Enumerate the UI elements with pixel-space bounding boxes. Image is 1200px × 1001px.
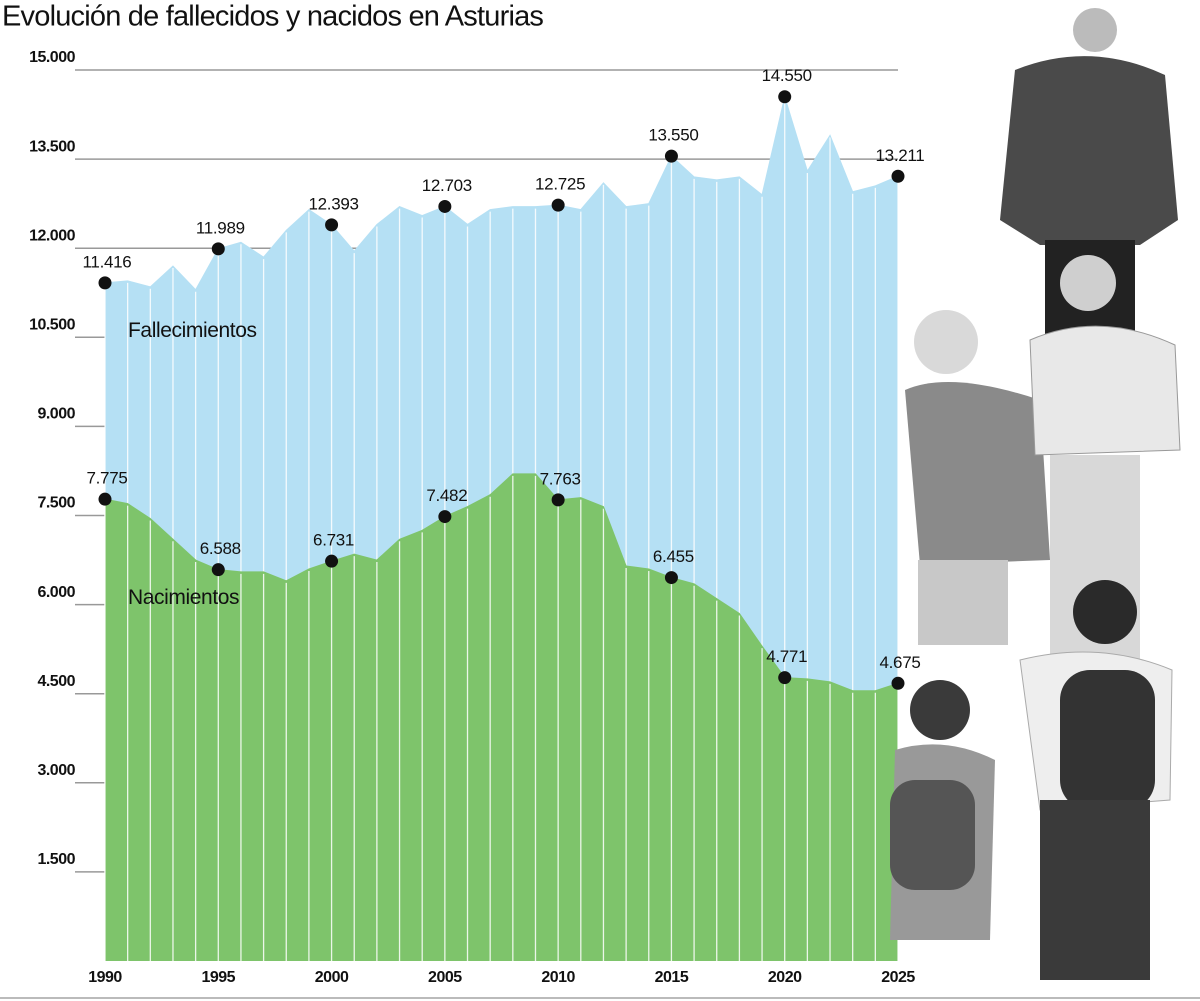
y-tick-label: 4.500: [37, 673, 75, 690]
x-tick-label: 2000: [315, 969, 349, 986]
data-label: 13.550: [648, 126, 698, 145]
photo-shape: [890, 780, 975, 890]
photo-shape: [1073, 8, 1117, 52]
data-label: 11.416: [83, 252, 132, 271]
y-tick-label: 10.500: [29, 317, 76, 334]
y-tick-label: 12.000: [29, 227, 76, 244]
data-label: 7.482: [426, 486, 467, 505]
x-tick-label: 1990: [88, 969, 122, 986]
data-point: [211, 563, 225, 577]
data-label: 14.550: [762, 66, 812, 85]
photo-shape: [1000, 56, 1178, 246]
data-label: 6.588: [200, 539, 241, 558]
photo-shape: [905, 382, 1050, 565]
data-point: [438, 199, 452, 213]
data-point: [551, 493, 565, 507]
x-tick-label: 1995: [201, 969, 235, 986]
data-label: 4.675: [879, 653, 920, 672]
data-point: [891, 169, 905, 183]
plot-area: 1.500 3.000 4.500 6.000 7.500 9.000 10.500 12.0…: [29, 49, 925, 986]
x-tick-label: 2005: [428, 969, 462, 986]
data-label: 12.725: [535, 175, 585, 194]
data-point: [664, 149, 678, 163]
y-tick-label: 15.000: [29, 49, 76, 66]
data-point: [551, 198, 565, 212]
data-label: 6.455: [653, 547, 694, 566]
x-tick-label: 2020: [768, 969, 802, 986]
x-tick-label: 2025: [881, 969, 915, 986]
data-point: [211, 242, 225, 256]
data-point: [98, 492, 112, 506]
data-label: 7.763: [540, 469, 581, 488]
y-tick-label: 9.000: [37, 406, 75, 423]
data-label: 12.703: [422, 176, 472, 195]
data-label: 6.731: [313, 531, 354, 550]
data-label: 12.393: [308, 194, 358, 213]
data-label: 13.211: [876, 146, 925, 165]
photo-shape: [1060, 255, 1116, 311]
photo-shape: [918, 560, 1008, 645]
y-tick-label: 13.500: [29, 138, 76, 155]
area-fill: [105, 473, 898, 961]
photo-shape: [1060, 670, 1155, 810]
data-point: [778, 671, 792, 685]
data-point: [664, 571, 678, 585]
data-point: [438, 510, 452, 524]
data-point: [891, 676, 905, 690]
data-point: [98, 276, 112, 290]
data-point: [325, 554, 339, 568]
photo-shape: [1040, 800, 1150, 980]
data-point: [325, 218, 339, 232]
area-line: [104, 94, 899, 291]
photo-shape: [910, 680, 970, 740]
photo-shape: [1073, 580, 1137, 644]
y-tick-label: 6.000: [37, 584, 75, 601]
x-tick-label: 2010: [541, 969, 575, 986]
area-line: [104, 473, 899, 692]
y-tick-label: 3.000: [37, 762, 75, 779]
data-point: [778, 90, 792, 104]
y-tick-label: 1.500: [37, 851, 75, 868]
data-label: 7.775: [86, 469, 127, 488]
data-label: 11.989: [196, 218, 245, 237]
x-tick-label: 2015: [655, 969, 689, 986]
y-tick-label: 7.500: [37, 495, 75, 512]
photo-shape: [914, 310, 978, 374]
photo: [890, 8, 1181, 980]
series-label: Nacimientos: [128, 586, 239, 609]
series-label: Fallecimientos: [128, 319, 257, 342]
photo-shape: [1029, 325, 1181, 456]
data-label: 4.771: [766, 647, 807, 666]
chart-title: Evolución de fallecidos y nacidos en Ast…: [2, 1, 543, 33]
